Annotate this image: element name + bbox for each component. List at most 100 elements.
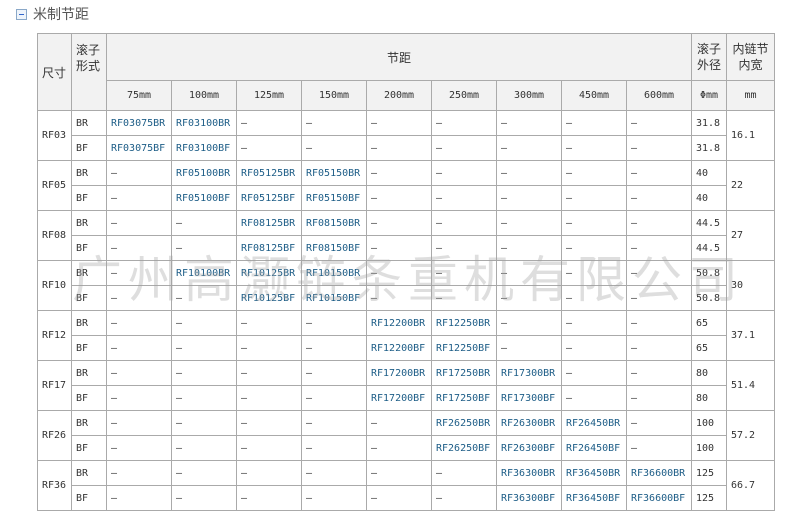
empty-cell: — <box>496 235 562 261</box>
model-link[interactable]: RF17250BR <box>431 360 497 386</box>
size-cell: RF08 <box>37 210 72 261</box>
empty-cell: — <box>561 310 627 336</box>
model-link[interactable]: RF36450BR <box>561 460 627 486</box>
model-link[interactable]: RF12250BR <box>431 310 497 336</box>
empty-cell: — <box>106 385 172 411</box>
model-link[interactable]: RF05125BR <box>236 160 302 186</box>
empty-cell: — <box>301 310 367 336</box>
empty-cell: — <box>171 485 237 511</box>
model-link[interactable]: RF17200BF <box>366 385 432 411</box>
empty-cell: — <box>171 410 237 436</box>
roller-type-cell: BF <box>71 435 107 461</box>
empty-cell: — <box>171 435 237 461</box>
empty-cell: — <box>626 110 692 136</box>
empty-cell: — <box>496 185 562 211</box>
header-pitch-600mm: 600mm <box>626 80 692 111</box>
table-row: RF10 BR — RF10100BR RF10125BR RF10150BR — — — — —5… <box>37 260 775 311</box>
empty-cell: — <box>236 485 302 511</box>
diameter-cell: 44.5 <box>691 235 727 261</box>
size-cell: RF05 <box>37 160 72 211</box>
table-row: RF08 BR — — RF08125BR RF08150BR — — — — —44.5 27 <box>37 210 775 261</box>
model-link[interactable]: RF26300BR <box>496 410 562 436</box>
model-link[interactable]: RF10125BF <box>236 285 302 311</box>
section-header[interactable]: 米制节距 <box>16 4 89 24</box>
roller-type-cell: BR <box>71 260 107 286</box>
model-link[interactable]: RF36600BR <box>626 460 692 486</box>
model-link[interactable]: RF36600BF <box>626 485 692 511</box>
header-inner-width: 内链节内宽 <box>726 33 775 81</box>
header-pitch-100mm: 100mm <box>171 80 237 111</box>
empty-cell: — <box>301 335 367 361</box>
size-cell: RF10 <box>37 260 72 311</box>
roller-type-cell: BR <box>71 210 107 236</box>
empty-cell: — <box>301 410 367 436</box>
model-link[interactable]: RF10125BR <box>236 260 302 286</box>
model-link[interactable]: RF03100BR <box>171 110 237 136</box>
size-cell: RF12 <box>37 310 72 361</box>
model-link[interactable]: RF05100BF <box>171 185 237 211</box>
empty-cell: — <box>171 210 237 236</box>
model-link[interactable]: RF36300BF <box>496 485 562 511</box>
empty-cell: — <box>496 310 562 336</box>
model-link[interactable]: RF05125BF <box>236 185 302 211</box>
model-link[interactable]: RF26250BR <box>431 410 497 436</box>
header-pitch-125mm: 125mm <box>236 80 302 111</box>
model-link[interactable]: RF08150BR <box>301 210 367 236</box>
model-link[interactable]: RF10100BR <box>171 260 237 286</box>
roller-type-cell: BF <box>71 385 107 411</box>
model-link[interactable]: RF36300BR <box>496 460 562 486</box>
roller-type-cell: BF <box>71 235 107 261</box>
roller-type-cell: BR <box>71 360 107 386</box>
empty-cell: — <box>106 235 172 261</box>
model-link[interactable]: RF26450BR <box>561 410 627 436</box>
model-link[interactable]: RF08125BR <box>236 210 302 236</box>
diameter-cell: 80 <box>691 385 727 411</box>
model-link[interactable]: RF03075BR <box>106 110 172 136</box>
model-link[interactable]: RF17200BR <box>366 360 432 386</box>
model-link[interactable]: RF17300BR <box>496 360 562 386</box>
model-link[interactable]: RF12200BR <box>366 310 432 336</box>
collapse-minus-icon[interactable] <box>16 8 27 20</box>
model-link[interactable]: RF26300BF <box>496 435 562 461</box>
diameter-cell: 125 <box>691 460 727 486</box>
empty-cell: — <box>561 385 627 411</box>
model-link[interactable]: RF12200BF <box>366 335 432 361</box>
roller-type-cell: BR <box>71 110 107 136</box>
empty-cell: — <box>626 160 692 186</box>
empty-cell: — <box>626 135 692 161</box>
table-row: RF36 BR — — — — — — RF36300BR RF36450BR RF36600BR 1… <box>37 460 775 511</box>
empty-cell: — <box>106 310 172 336</box>
empty-cell: — <box>236 135 302 161</box>
model-link[interactable]: RF26250BF <box>431 435 497 461</box>
empty-cell: — <box>431 135 497 161</box>
model-link[interactable]: RF05150BF <box>301 185 367 211</box>
empty-cell: — <box>236 460 302 486</box>
table-row: BF — — — — RF17200BF RF17250BF RF17300BF — —80 <box>38 385 775 411</box>
empty-cell: — <box>301 135 367 161</box>
model-link[interactable]: RF03075BF <box>106 135 172 161</box>
empty-cell: — <box>496 135 562 161</box>
empty-cell: — <box>561 335 627 361</box>
model-link[interactable]: RF26450BF <box>561 435 627 461</box>
model-link[interactable]: RF36450BF <box>561 485 627 511</box>
model-link[interactable]: RF05100BR <box>171 160 237 186</box>
model-link[interactable]: RF08125BF <box>236 235 302 261</box>
empty-cell: — <box>626 410 692 436</box>
diameter-cell: 50.8 <box>691 260 727 286</box>
model-link[interactable]: RF03100BF <box>171 135 237 161</box>
header-pitch-450mm: 450mm <box>561 80 627 111</box>
table-row: BF RF03075BF RF03100BF — — — — — — —31.8 <box>38 135 775 161</box>
model-link[interactable]: RF12250BF <box>431 335 497 361</box>
roller-type-cell: BR <box>71 460 107 486</box>
model-link[interactable]: RF08150BF <box>301 235 367 261</box>
model-link[interactable]: RF17250BF <box>431 385 497 411</box>
inner-width-cell: 16.1 <box>726 110 775 161</box>
empty-cell: — <box>431 460 497 486</box>
model-link[interactable]: RF10150BF <box>301 285 367 311</box>
header-width-unit: mm <box>726 80 775 111</box>
model-link[interactable]: RF05150BR <box>301 160 367 186</box>
model-link[interactable]: RF10150BR <box>301 260 367 286</box>
empty-cell: — <box>561 285 627 311</box>
model-link[interactable]: RF17300BF <box>496 385 562 411</box>
empty-cell: — <box>366 210 432 236</box>
